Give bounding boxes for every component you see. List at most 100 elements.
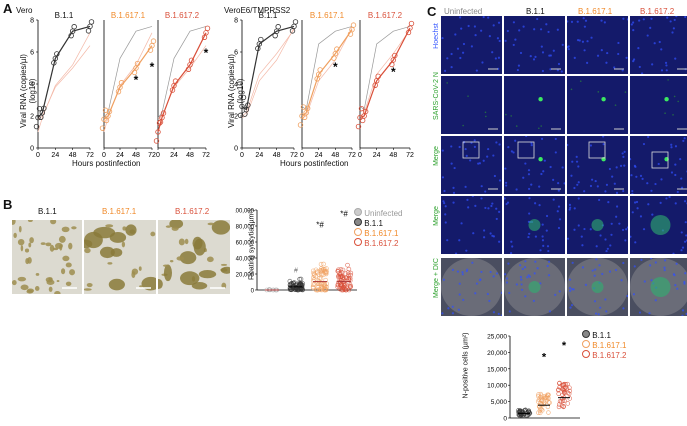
micro-image [504,258,565,316]
a-data-point [240,94,247,101]
c-nucleus [480,197,483,200]
c-nucleus [604,298,607,301]
c-nucleus [573,228,576,231]
c-nucleus [650,257,653,260]
b-ytick-label: 40,000 [236,257,255,263]
c-nucleus [452,191,456,194]
c-nucleus [604,238,607,241]
c-nucleus [492,24,495,27]
a-xtick-label: 48 [389,152,397,159]
panel-b-chart: 0 20,000 40,000 60,000 80,000 100,000 # *# *# [235,209,357,295]
c-nucleus [497,21,501,24]
c-nucleus [650,17,653,20]
c-nucleus [451,312,455,315]
c-nucleus [665,197,668,200]
c-nucleus [538,127,540,130]
b-data-point [310,278,316,284]
b-cell-blob [192,236,203,250]
b-mark: # [294,267,298,274]
c-nucleus [492,275,495,278]
c-nucleus [523,266,527,269]
c-nucleus [485,115,487,118]
c-nucleus [651,63,654,66]
b-cell-blob [121,241,126,248]
c-nucleus [630,23,633,26]
panel-c-legend: B.1.1 B.1.617.1 B.1.617.2 [582,330,626,360]
micro-image [504,76,565,134]
c-nucleus [556,28,559,31]
c-data-point [556,391,561,396]
c-nucleus [444,213,447,216]
b-data-point [318,261,324,267]
c-nucleus [650,189,653,192]
c-nucleus [497,312,500,315]
c-nucleus [675,15,678,18]
micro-image-content [630,15,687,75]
c-nucleus [641,177,644,180]
c-nucleus [602,143,605,146]
c-nucleus [615,215,618,218]
c-nucleus [651,213,654,216]
c-nucleus [681,309,685,312]
b-cell-blob [56,279,60,283]
c-nucleus [632,60,635,63]
c-nucleus [527,274,530,277]
c-nucleus [577,197,580,200]
c-nucleus [619,164,623,167]
c-legend-label-b6171: B.1.617.1 [592,341,627,350]
b-cell-blob [169,220,184,229]
b-data-point [340,275,346,280]
c-nucleus [617,41,620,45]
b-data-point [337,280,343,285]
c-nucleus [570,174,573,177]
c-nucleus [625,228,628,231]
c-nucleus [575,160,579,163]
c-nucleus [570,20,574,23]
c-nucleus [536,17,539,21]
c-nucleus [534,260,537,263]
b-data-point [315,287,320,293]
a-xtick-label: 24 [51,152,59,159]
c-nucleus [541,223,544,226]
c-nucleus [660,48,663,51]
c-nucleus [596,185,599,188]
c-nucleus [623,164,626,167]
c-nucleus [568,208,571,211]
c-nucleus [653,42,656,45]
c-infected-cluster [650,277,671,297]
c-nucleus [460,27,463,30]
c-nucleus [525,134,528,138]
c-nucleus [622,17,625,20]
c-nucleus [498,210,501,213]
micro-image [629,195,687,255]
c-data-point [563,382,569,387]
c-nucleus [680,186,684,189]
c-nucleus [453,166,456,170]
b-data-point [313,267,319,273]
c-nucleus [480,29,483,32]
c-nucleus [482,15,485,19]
c-nucleus [460,222,463,225]
c-nucleus [464,185,467,188]
legend-label-b11: B.1.1 [364,219,383,228]
legend-item-b6171: B.1.617.1 [354,228,402,238]
panel-label-b: B [3,197,13,212]
c-nucleus [556,210,559,213]
c-nucleus [608,270,612,273]
legend-label-uninfected: Uninfected [364,209,403,218]
b-data-point [336,267,341,273]
c-nucleus [566,143,569,147]
c-nucleus [458,239,461,242]
c-nucleus [577,165,580,168]
c-data-point [561,382,566,387]
b-data-point [343,271,349,277]
c-nucleus [504,167,507,170]
b-data-point [339,287,344,293]
c-nucleus [658,40,661,44]
c-nucleus [512,43,515,47]
micro-image-content [630,257,687,317]
c-nucleus [467,206,470,209]
c-nucleus [482,229,486,232]
c-nucleus [490,204,493,208]
c-nucleus [676,190,679,194]
